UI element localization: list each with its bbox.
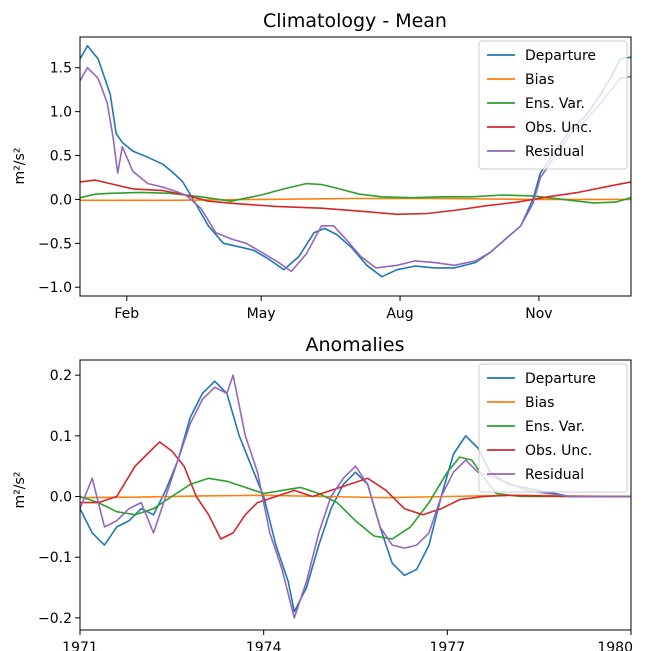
y-tick-label: 0.5 [50, 149, 72, 165]
series-line-residual [80, 66, 631, 273]
anomalies-title: Anomalies [306, 334, 405, 356]
anomalies-axes-frame [79, 359, 632, 631]
anomalies-y-ticks: 0.2 0.1 0.0 −0.1 −0.2 [38, 368, 80, 627]
series-line-bias [80, 197, 631, 202]
legend-label: Residual [525, 467, 584, 483]
y-tick-label: −0.2 [38, 611, 72, 627]
series-line-obs-unc [80, 441, 631, 540]
x-tick-label: Aug [386, 306, 413, 322]
anomalies-ylabel: m²/s² [12, 472, 28, 509]
y-tick-label: −0.1 [38, 550, 72, 566]
climatology-title: Climatology - Mean [263, 10, 447, 32]
legend-label: Obs. Unc. [525, 443, 592, 459]
legend-label: Departure [525, 48, 596, 64]
legend-label: Ens. Var. [525, 419, 585, 435]
legend-label: Obs. Unc. [525, 120, 592, 136]
climatology-legend: Departure Bias Ens. Var. Obs. Unc. Residual [478, 40, 628, 170]
legend-box [478, 40, 628, 170]
x-tick-label: 1977 [430, 640, 466, 651]
climatology-panel: Climatology - Mean m²/s² 1.5 1.0 0.5 0.0 −0.… [12, 10, 632, 322]
series-line-ens-var [80, 456, 631, 540]
anomalies-series [80, 374, 631, 619]
anomalies-x-ticks: 1971 1974 1977 1980 [62, 630, 633, 651]
series-line-obs-unc [80, 179, 631, 216]
legend-label: Bias [525, 395, 554, 411]
y-tick-label: 0.0 [50, 192, 72, 208]
series-line-residual [80, 374, 631, 619]
legend-label: Departure [525, 371, 596, 387]
series-line-departure [80, 380, 631, 613]
climatology-x-ticks: Feb May Aug Nov [114, 296, 553, 322]
x-tick-label: Nov [525, 306, 552, 322]
legend-label: Bias [525, 72, 554, 88]
climatology-y-ticks: 1.5 1.0 0.5 0.0 −0.5 −1.0 [38, 61, 80, 296]
x-tick-label: May [247, 306, 276, 322]
y-tick-label: 0.2 [50, 368, 72, 384]
y-tick-label: −1.0 [38, 280, 72, 296]
y-tick-label: 0.0 [50, 490, 72, 506]
y-tick-label: 1.5 [50, 61, 72, 77]
x-tick-label: 1971 [62, 640, 98, 651]
y-tick-label: 0.1 [50, 429, 72, 445]
legend-label: Residual [525, 144, 584, 160]
climatology-ylabel: m²/s² [12, 148, 28, 185]
anomalies-panel: Anomalies m²/s² 0.20.10.0−0.1−0.2 1971 19… [12, 334, 633, 651]
x-tick-label: 1980 [597, 640, 633, 651]
x-tick-label: 1974 [246, 640, 282, 651]
legend-label: Ens. Var. [525, 96, 585, 112]
climatology-axes-frame [79, 36, 632, 297]
x-tick-label: Feb [114, 306, 139, 322]
legend-box [478, 363, 628, 493]
anomalies-legend: Departure Bias Ens. Var. Obs. Unc. Residual [478, 363, 628, 493]
y-tick-label: −0.5 [38, 236, 72, 252]
y-tick-label: 1.0 [50, 105, 72, 121]
